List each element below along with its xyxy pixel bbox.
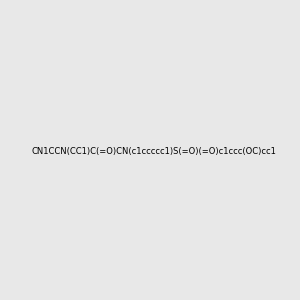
Text: CN1CCN(CC1)C(=O)CN(c1ccccc1)S(=O)(=O)c1ccc(OC)cc1: CN1CCN(CC1)C(=O)CN(c1ccccc1)S(=O)(=O)c1c… bbox=[31, 147, 276, 156]
